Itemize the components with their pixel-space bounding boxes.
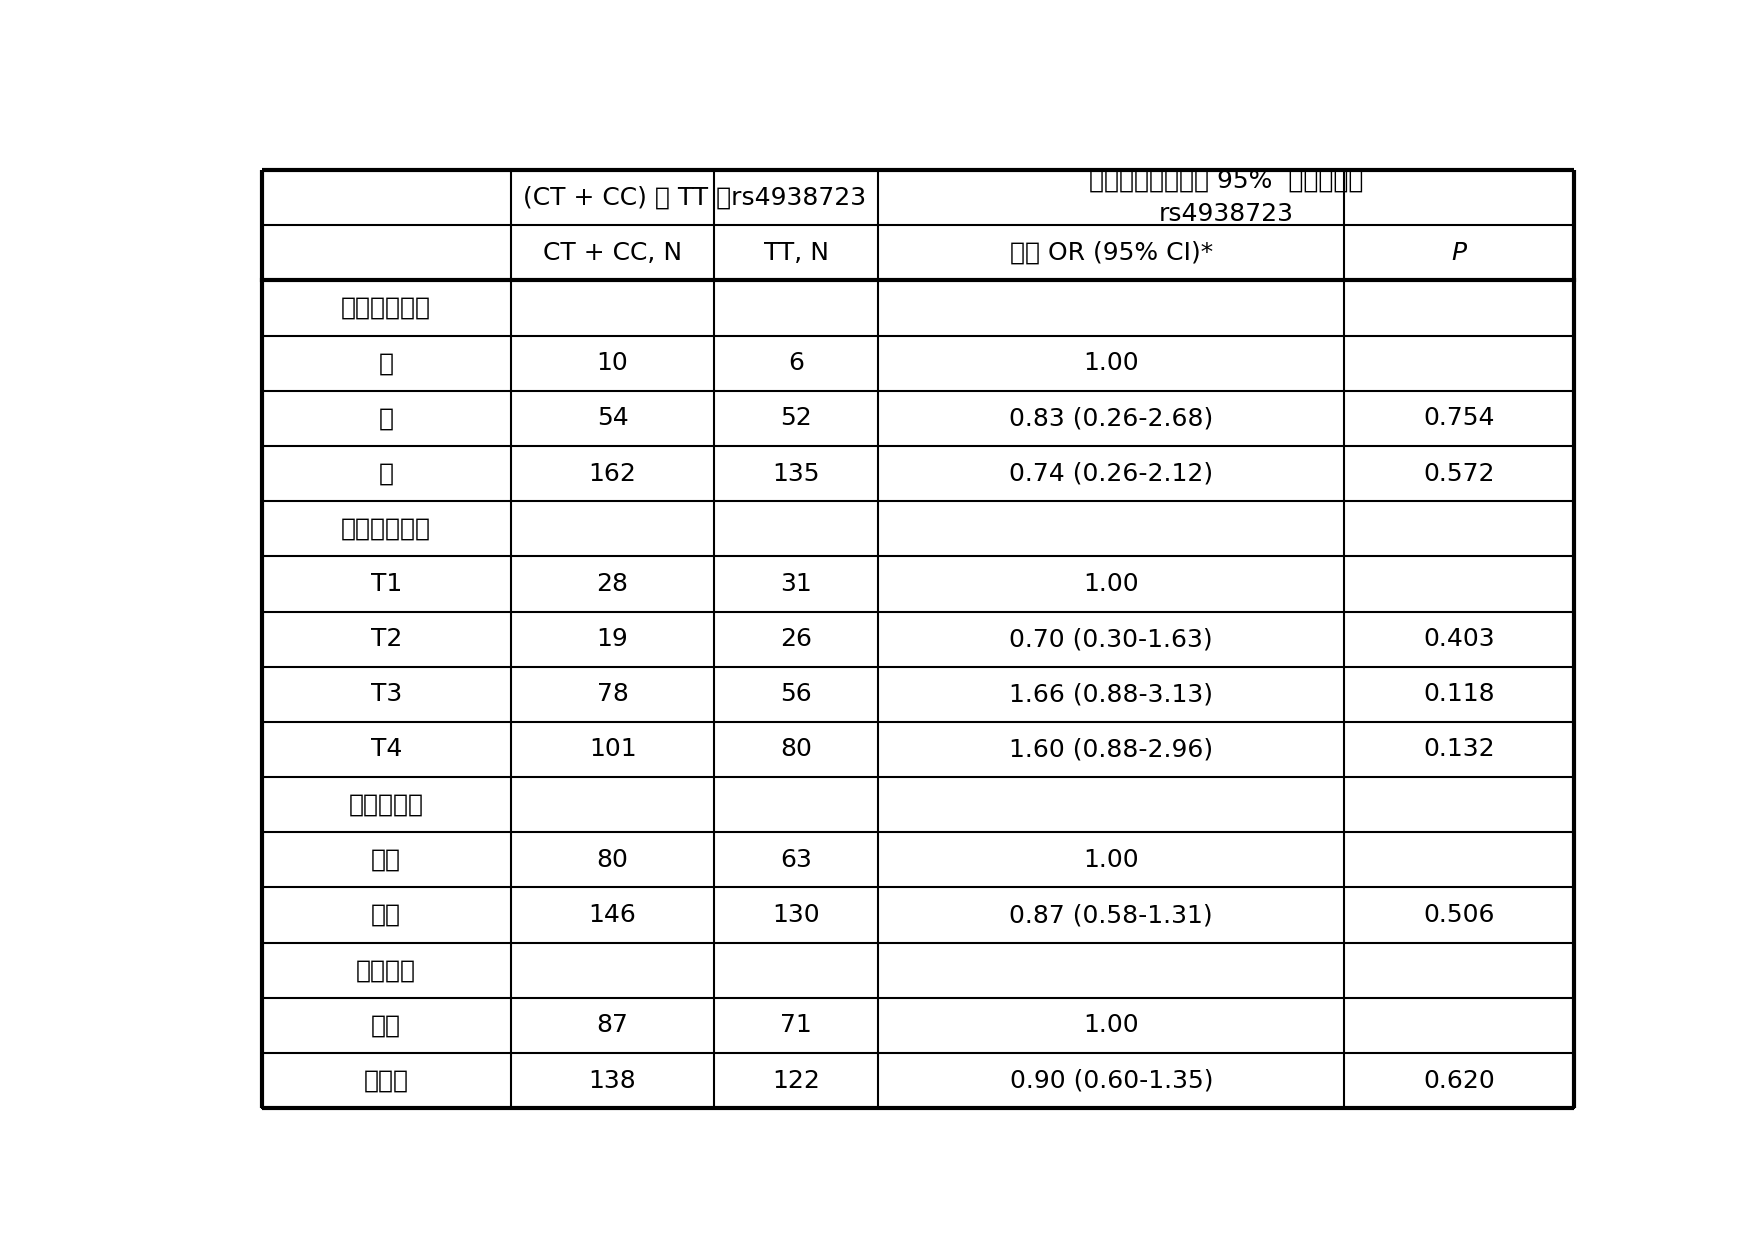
Text: 1.00: 1.00 [1083, 848, 1140, 872]
Text: 阴性: 阴性 [370, 848, 400, 872]
Text: 87: 87 [596, 1014, 628, 1037]
Text: 1.00: 1.00 [1083, 1014, 1140, 1037]
Text: 130: 130 [773, 903, 820, 927]
Text: T3: T3 [370, 682, 402, 706]
Text: 0.620: 0.620 [1424, 1069, 1494, 1093]
Text: 28: 28 [596, 571, 628, 595]
Text: 0.90 (0.60-1.35): 0.90 (0.60-1.35) [1009, 1069, 1214, 1093]
Text: 校正 OR (95% CI)*: 校正 OR (95% CI)* [1009, 241, 1214, 265]
Text: 26: 26 [780, 627, 813, 651]
Text: 6: 6 [789, 352, 804, 376]
Text: 0.506: 0.506 [1424, 903, 1494, 927]
Text: 19: 19 [596, 627, 628, 651]
Text: T4: T4 [370, 737, 402, 761]
Text: (CT + CC) 和 TT ，rs4938723: (CT + CC) 和 TT ，rs4938723 [524, 186, 866, 210]
Text: 淡巴结转移: 淡巴结转移 [349, 793, 423, 816]
Text: 1.00: 1.00 [1083, 352, 1140, 376]
Text: 0.572: 0.572 [1424, 461, 1494, 486]
Text: 71: 71 [780, 1014, 811, 1037]
Text: T2: T2 [370, 627, 402, 651]
Text: 0.74 (0.26-2.12): 0.74 (0.26-2.12) [1009, 461, 1214, 486]
Text: 非费门: 非费门 [363, 1069, 409, 1093]
Text: 56: 56 [780, 682, 811, 706]
Text: 等位基因比值比和 95%  可信区间，
rs4938723: 等位基因比值比和 95% 可信区间， rs4938723 [1088, 168, 1364, 226]
Text: 0.118: 0.118 [1424, 682, 1494, 706]
Text: 80: 80 [596, 848, 628, 872]
Text: 0.754: 0.754 [1424, 407, 1494, 431]
Text: 54: 54 [596, 407, 628, 431]
Text: 162: 162 [589, 461, 637, 486]
Text: 高: 高 [379, 352, 393, 376]
Text: 135: 135 [773, 461, 820, 486]
Text: 52: 52 [780, 407, 811, 431]
Text: 费门: 费门 [370, 1014, 400, 1037]
Text: 1.66 (0.88-3.13): 1.66 (0.88-3.13) [1009, 682, 1214, 706]
Text: 0.87 (0.58-1.31): 0.87 (0.58-1.31) [1009, 903, 1214, 927]
Text: 阳性: 阳性 [370, 903, 400, 927]
Text: P: P [1452, 241, 1466, 265]
Text: 1.00: 1.00 [1083, 571, 1140, 595]
Text: 0.403: 0.403 [1424, 627, 1494, 651]
Text: TT, N: TT, N [764, 241, 829, 265]
Text: 肿瘾浸润程度: 肿瘾浸润程度 [340, 516, 430, 541]
Text: 31: 31 [780, 571, 811, 595]
Text: 0.132: 0.132 [1424, 737, 1494, 761]
Text: T1: T1 [370, 571, 402, 595]
Text: 122: 122 [773, 1069, 820, 1093]
Text: 101: 101 [589, 737, 637, 761]
Text: 80: 80 [780, 737, 811, 761]
Text: 1.60 (0.88-2.96): 1.60 (0.88-2.96) [1009, 737, 1214, 761]
Text: 63: 63 [780, 848, 811, 872]
Text: 138: 138 [589, 1069, 637, 1093]
Text: 中: 中 [379, 407, 393, 431]
Text: 低: 低 [379, 461, 393, 486]
Text: 146: 146 [589, 903, 637, 927]
Text: 78: 78 [596, 682, 628, 706]
Text: 肿瘾位置: 肿瘾位置 [356, 958, 416, 982]
Text: 0.83 (0.26-2.68): 0.83 (0.26-2.68) [1009, 407, 1214, 431]
Text: 肿瘾分化程度: 肿瘾分化程度 [340, 296, 430, 320]
Text: 0.70 (0.30-1.63): 0.70 (0.30-1.63) [1009, 627, 1214, 651]
Text: CT + CC, N: CT + CC, N [543, 241, 683, 265]
Text: 10: 10 [596, 352, 628, 376]
